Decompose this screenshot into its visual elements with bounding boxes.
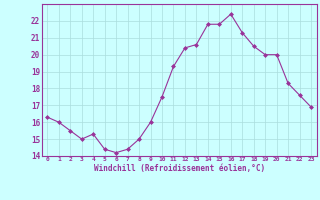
X-axis label: Windchill (Refroidissement éolien,°C): Windchill (Refroidissement éolien,°C) xyxy=(94,164,265,173)
